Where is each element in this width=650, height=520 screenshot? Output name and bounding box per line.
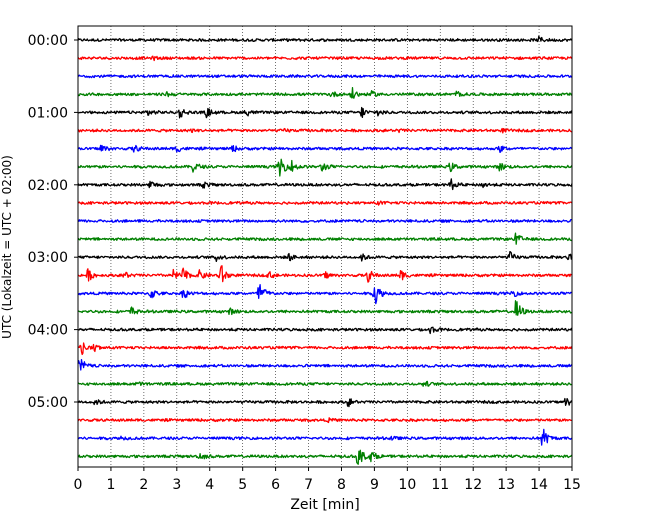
x-tick-label-2: 2: [139, 477, 148, 493]
x-tick-label-10: 10: [398, 477, 416, 493]
x-tick-label-3: 3: [172, 477, 181, 493]
trace-row-0100: [77, 106, 573, 119]
trace-row-0330: [77, 284, 573, 305]
trace-row-0015: [77, 55, 573, 62]
trace-row-0115: [77, 127, 572, 134]
y-tick-label-4: 04:00: [28, 323, 68, 339]
y-axis-ticks: 00:00 01:00 02:00 03:00 04:00 05:00: [28, 33, 78, 411]
x-tick-label-1: 1: [106, 477, 115, 493]
trace-row-0415: [77, 342, 573, 356]
y-tick-label-2: 02:00: [28, 178, 68, 194]
x-tick-label-14: 14: [530, 477, 548, 493]
x-axis-ticks: 0 1 2 3 4 5 6 7 8 9 10 11 12 13 14 15: [74, 467, 581, 493]
trace-row-0315: [77, 265, 572, 283]
trace-row-0345: [77, 300, 573, 316]
trace-row-0045: [77, 87, 573, 99]
x-tick-label-15: 15: [563, 477, 581, 493]
x-tick-label-0: 0: [74, 477, 83, 493]
x-tick-label-11: 11: [431, 477, 449, 493]
seismic-traces: [77, 35, 573, 465]
plot-background: [78, 26, 572, 467]
trace-row-0000: [77, 35, 573, 43]
trace-row-0145: [77, 158, 573, 177]
x-axis-label: Zeit [min]: [290, 497, 359, 513]
plot-frame: [77, 25, 573, 468]
trace-row-0215: [77, 200, 573, 206]
x-tick-label-6: 6: [271, 477, 280, 493]
y-tick-label-3: 03:00: [28, 250, 68, 266]
trace-row-0300: [77, 250, 573, 263]
x-tick-label-13: 13: [497, 477, 515, 493]
trace-row-0500: [77, 397, 573, 408]
y-tick-label-5: 05:00: [28, 395, 68, 411]
trace-row-0130: [77, 144, 573, 154]
trace-row-0200: [77, 178, 573, 191]
y-axis-label: UTC (Lokalzeit = UTC + 02:00): [0, 155, 14, 339]
y-tick-label-1: 01:00: [28, 105, 68, 121]
trace-row-0030: [77, 74, 573, 79]
trace-row-0400: [77, 326, 573, 335]
trace-row-0515: [77, 417, 573, 424]
trace-row-0230: [77, 218, 573, 224]
trace-row-0445: [77, 380, 573, 387]
x-tick-label-5: 5: [238, 477, 247, 493]
y-tick-label-0: 00:00: [28, 33, 68, 49]
x-tick-label-8: 8: [337, 477, 346, 493]
trace-row-0430: [77, 358, 572, 371]
trace-row-0545: [77, 449, 573, 465]
x-tick-label-9: 9: [370, 477, 379, 493]
trace-row-0530: [77, 428, 573, 446]
x-tick-label-12: 12: [464, 477, 482, 493]
x-tick-label-7: 7: [304, 477, 313, 493]
x-tick-label-4: 4: [205, 477, 214, 493]
trace-row-0245: [77, 232, 573, 245]
